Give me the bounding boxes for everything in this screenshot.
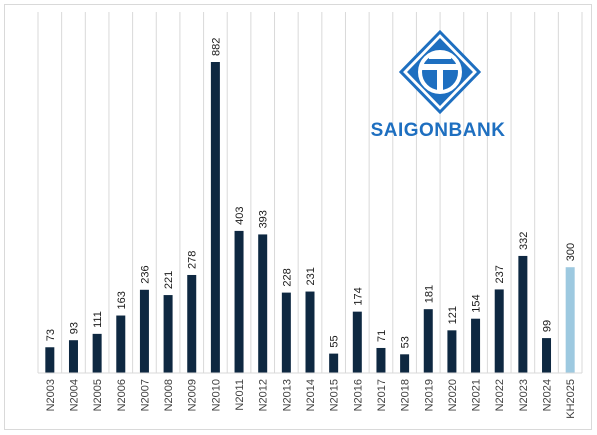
bar-kh2025: [565, 267, 575, 373]
bar-n2008: [163, 295, 173, 373]
tick-label-n2011: N2011: [234, 379, 246, 411]
tick-label-n2013: N2013: [281, 379, 293, 411]
tick-label-n2024: N2024: [542, 379, 554, 411]
data-label-n2021: 154: [471, 294, 483, 312]
bar-n2012: [258, 234, 268, 373]
bars: [45, 62, 575, 373]
tick-label-n2007: N2007: [139, 379, 151, 411]
tick-label-n2009: N2009: [187, 379, 199, 411]
tick-label-kh2025: KH2025: [565, 379, 577, 419]
bar-n2004: [68, 340, 78, 373]
tick-label-n2023: N2023: [518, 379, 530, 411]
tick-label-n2021: N2021: [471, 379, 483, 411]
data-label-n2013: 228: [281, 268, 293, 286]
bar-n2011: [234, 230, 244, 373]
data-label-n2017: 71: [376, 330, 388, 342]
bar-n2018: [400, 354, 410, 373]
data-label-n2006: 163: [116, 291, 128, 309]
data-label-n2020: 121: [447, 306, 459, 324]
brand-name: SAIGONBANK: [370, 120, 506, 141]
data-label-n2011: 403: [234, 207, 246, 225]
data-label-n2003: 73: [45, 329, 57, 341]
bar-n2015: [329, 353, 339, 373]
tick-label-n2010: N2010: [210, 379, 222, 411]
saigonbank-logo-icon: [399, 30, 481, 114]
bar-n2005: [92, 333, 102, 373]
bar-n2019: [423, 309, 433, 373]
bar-n2009: [187, 274, 197, 373]
tick-label-n2005: N2005: [92, 379, 104, 411]
tick-label-n2022: N2022: [494, 379, 506, 411]
bar-n2014: [305, 291, 315, 373]
bar-n2022: [494, 289, 504, 373]
bar-n2020: [447, 330, 457, 373]
bar-n2013: [281, 292, 291, 373]
data-label-n2019: 181: [423, 285, 435, 303]
tick-label-n2006: N2006: [116, 379, 128, 411]
data-label-n2005: 111: [92, 311, 104, 328]
data-label-n2014: 231: [305, 267, 317, 285]
data-label-n2015: 55: [329, 335, 341, 347]
bar-n2010: [210, 62, 220, 373]
tick-label-n2012: N2012: [258, 379, 270, 411]
data-label-n2018: 53: [400, 336, 412, 348]
data-label-n2004: 93: [68, 322, 80, 334]
tick-label-n2003: N2003: [45, 379, 57, 411]
data-label-n2022: 237: [494, 265, 506, 283]
data-label-n2007: 236: [139, 265, 151, 283]
data-label-n2012: 393: [258, 210, 270, 228]
bar-n2023: [518, 255, 528, 373]
bar-n2016: [352, 311, 362, 373]
tick-label-n2016: N2016: [352, 379, 364, 411]
tick-label-n2004: N2004: [68, 379, 80, 411]
bar-n2003: [45, 347, 55, 373]
data-label-n2016: 174: [352, 287, 364, 305]
data-label-kh2025: 300: [565, 243, 577, 261]
bar-n2006: [116, 315, 126, 373]
tick-label-n2020: N2020: [447, 379, 459, 411]
data-labels: 73 93 111 163 236 221 278 882 403 393 228 231 55 174 7…: [45, 38, 577, 349]
x-axis-ticks: N2003 N2004 N2005 N2006 N2007 N2008 N2009 N2010…: [45, 379, 577, 419]
data-label-n2008: 221: [163, 271, 175, 289]
bar-n2007: [139, 289, 149, 373]
data-label-n2010: 882: [210, 38, 222, 56]
tick-label-n2018: N2018: [400, 379, 412, 411]
bar-n2024: [542, 338, 552, 373]
tick-label-n2014: N2014: [305, 379, 317, 411]
tick-label-n2019: N2019: [423, 379, 435, 411]
gridlines: [37, 12, 583, 373]
tick-label-n2008: N2008: [163, 379, 175, 411]
bar-n2021: [471, 318, 481, 373]
bar-n2017: [376, 347, 386, 373]
tick-label-n2017: N2017: [376, 379, 388, 411]
data-label-n2009: 278: [187, 251, 199, 269]
data-label-n2024: 99: [542, 320, 554, 332]
data-label-n2023: 332: [518, 232, 530, 250]
tick-label-n2015: N2015: [329, 379, 341, 411]
